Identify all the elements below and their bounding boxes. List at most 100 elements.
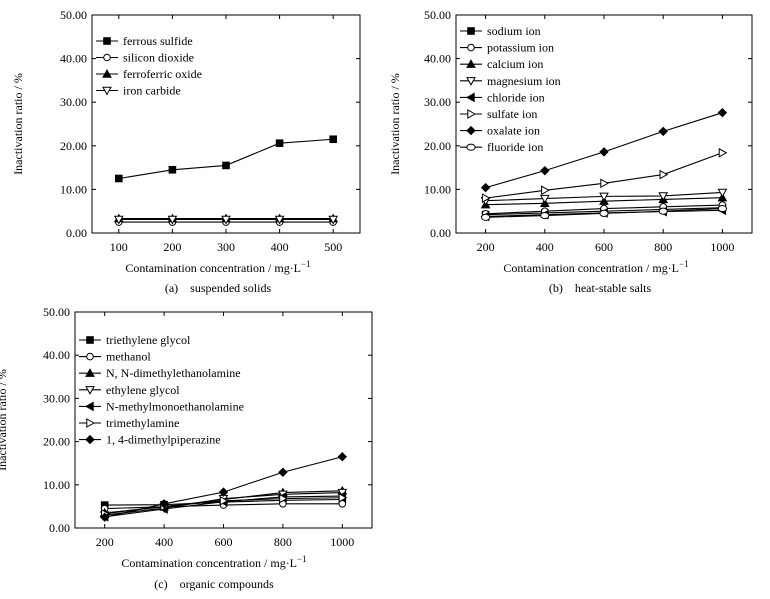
- legend-label: ferroferric oxide: [123, 67, 202, 81]
- data-point: [218, 487, 229, 497]
- legend-marker: [102, 86, 112, 96]
- data-point: [115, 174, 123, 183]
- y-tick-label: 40.00: [424, 52, 451, 66]
- data-point: [658, 207, 668, 215]
- legend-label: silicon dioxide: [123, 51, 194, 65]
- data-point: [329, 135, 337, 144]
- y-tick-label: 0.00: [49, 521, 70, 535]
- x-tick-label: 800: [654, 240, 672, 254]
- data-point: [221, 215, 231, 225]
- data-point: [540, 211, 550, 220]
- data-point: [278, 467, 288, 477]
- x-tick-label: 600: [215, 535, 233, 549]
- x-axis-label: Contamination concentration / mg·L−1: [125, 259, 310, 275]
- x-tick-label: 600: [595, 240, 613, 254]
- chart-panel-1: 0.00 10.00 20.00 30.00 40.00 50.00 200 400 600 80…: [388, 8, 753, 295]
- data-point: [338, 492, 348, 503]
- data-point: [219, 495, 229, 506]
- x-axis-label: Contamination concentration / mg·L−1: [121, 554, 306, 570]
- data-point: [222, 161, 230, 170]
- y-tick-label: 20.00: [424, 139, 451, 153]
- y-tick-label: 30.00: [60, 95, 87, 109]
- y-tick-label: 10.00: [43, 478, 70, 492]
- x-tick-label: 300: [217, 240, 235, 254]
- y-tick-label: 50.00: [424, 8, 451, 22]
- legend-label: ethylene glycol: [106, 383, 180, 397]
- legend-marker: [467, 109, 477, 119]
- y-tick-label: 50.00: [43, 305, 70, 319]
- data-point: [168, 165, 177, 174]
- data-point: [167, 215, 178, 225]
- data-point: [337, 452, 348, 462]
- legend-label: fluoride ion: [487, 140, 543, 154]
- y-tick-label: 20.00: [43, 435, 70, 449]
- x-tick-label: 400: [155, 535, 173, 549]
- data-point: [658, 192, 669, 201]
- legend-marker: [103, 53, 111, 62]
- legend-marker: [466, 59, 476, 68]
- y-tick-label: 30.00: [424, 95, 451, 109]
- y-axis-label: Inactivation ratio / %: [11, 73, 25, 175]
- legend-label: oxalate ion: [487, 124, 540, 138]
- legend-marker: [85, 386, 95, 395]
- data-point: [540, 165, 550, 176]
- legend-label: magnesium ion: [487, 74, 561, 88]
- data-point: [599, 147, 609, 157]
- legend-marker: [467, 43, 475, 52]
- panel-caption: (b) heat-stable salts: [549, 281, 652, 295]
- legend-marker: [86, 336, 94, 344]
- chart-panel-2: 0.00 10.00 20.00 30.00 40.00 50.00 200 400 600 80…: [0, 305, 373, 591]
- x-tick-label: 200: [477, 240, 495, 254]
- y-axis-label: Inactivation ratio / %: [0, 369, 9, 471]
- legend-label: chloride ion: [487, 90, 545, 104]
- data-point: [99, 512, 110, 522]
- legend-label: N, N-dimethylethanolamine: [106, 366, 241, 380]
- legend-marker: [85, 434, 95, 445]
- legend-marker: [86, 418, 96, 428]
- legend-marker: [84, 401, 94, 412]
- legend-label: trimethylamine: [106, 416, 179, 430]
- y-tick-label: 0.00: [66, 226, 87, 240]
- legend-label: iron carbide: [123, 84, 181, 98]
- data-point: [717, 204, 728, 213]
- data-point: [480, 182, 491, 193]
- data-point: [539, 194, 550, 204]
- data-point: [328, 215, 339, 225]
- legend-label: sodium ion: [487, 24, 541, 38]
- data-point: [113, 215, 124, 225]
- x-tick-label: 400: [536, 240, 554, 254]
- legend-label: potassium ion: [487, 41, 554, 55]
- data-point: [274, 215, 285, 225]
- data-point: [481, 193, 491, 203]
- series-line: [485, 152, 723, 199]
- data-point: [159, 499, 169, 509]
- data-point: [658, 126, 668, 137]
- x-tick-label: 200: [163, 240, 181, 254]
- legend-label: sulfate ion: [487, 107, 537, 121]
- series-line: [118, 138, 334, 180]
- x-tick-label: 400: [271, 240, 289, 254]
- legend-marker: [86, 352, 94, 361]
- panel-caption: (c) organic compounds: [154, 577, 274, 591]
- data-point: [717, 188, 728, 198]
- y-tick-label: 10.00: [424, 182, 451, 196]
- legend-marker: [466, 77, 476, 86]
- legend-label: 1, 4-dimethylpiperazine: [106, 433, 221, 447]
- data-point: [600, 178, 610, 189]
- legend-label: ferrous sulfide: [123, 34, 193, 48]
- data-point: [275, 139, 284, 147]
- legend-marker: [466, 125, 476, 136]
- legend-marker: [466, 143, 476, 151]
- legend-label: methanol: [106, 350, 151, 364]
- legend-marker: [103, 37, 111, 45]
- y-tick-label: 20.00: [60, 139, 87, 153]
- y-tick-label: 0.00: [430, 226, 451, 240]
- data-point: [481, 213, 491, 221]
- data-point: [717, 107, 728, 118]
- legend-label: calcium ion: [487, 57, 543, 71]
- y-tick-label: 10.00: [60, 182, 87, 196]
- chart-panel-0: 0.00 10.00 20.00 30.00 40.00 50.00 100 200 300 40…: [11, 8, 361, 295]
- legend-label: triethylene glycol: [106, 333, 191, 347]
- x-tick-label: 1000: [710, 240, 734, 254]
- data-point: [279, 493, 288, 504]
